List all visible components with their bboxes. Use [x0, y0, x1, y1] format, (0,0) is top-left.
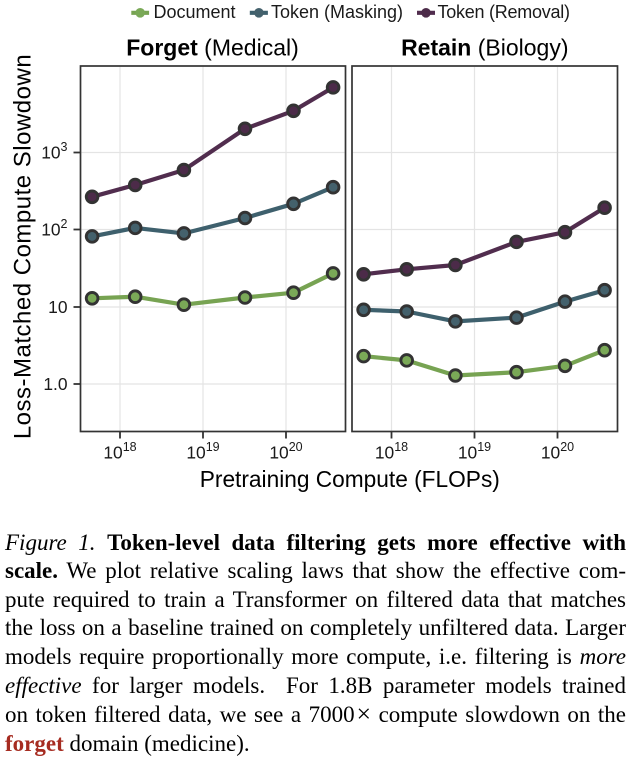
svg-text:1019: 1019 [458, 440, 491, 463]
svg-text:Token (Removal): Token (Removal) [438, 2, 570, 22]
svg-text:1019: 1019 [186, 440, 219, 463]
svg-text:Forget (Medical): Forget (Medical) [126, 35, 299, 61]
svg-text:102: 102 [41, 217, 67, 240]
svg-text:1020: 1020 [541, 440, 574, 463]
svg-text:Loss-Matched Compute Slowdown: Loss-Matched Compute Slowdown [10, 54, 37, 439]
svg-text:Pretraining Compute (FLOPs): Pretraining Compute (FLOPs) [200, 466, 500, 492]
svg-text:Token (Masking): Token (Masking) [271, 2, 403, 22]
svg-text:Document: Document [154, 2, 236, 22]
svg-text:103: 103 [41, 140, 67, 163]
svg-text:1018: 1018 [375, 440, 408, 463]
svg-text:1.0: 1.0 [43, 374, 67, 394]
svg-text:1020: 1020 [269, 440, 302, 463]
svg-text:Retain (Biology): Retain (Biology) [401, 35, 568, 61]
svg-text:10: 10 [48, 297, 67, 317]
svg-text:1018: 1018 [103, 440, 136, 463]
